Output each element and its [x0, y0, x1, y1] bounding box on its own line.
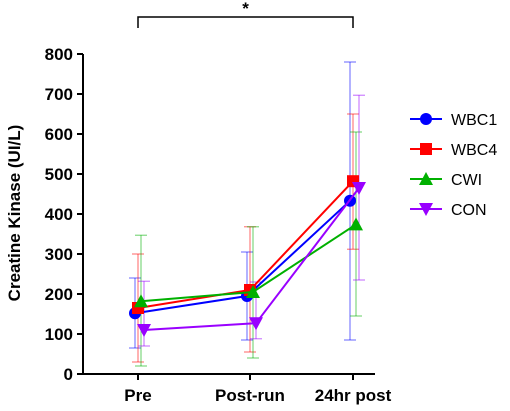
significance-label: *: [242, 0, 249, 18]
data-point: [352, 182, 366, 195]
y-tick-label: 200: [45, 285, 73, 304]
y-tick-label: 800: [45, 45, 73, 64]
legend-marker: [419, 203, 433, 216]
axes: 0 100 200 300 400 500 600 700 800 Pre Post-run 24hr…: [45, 45, 392, 405]
legend-item-cwi: CWI: [410, 172, 482, 189]
y-tick-label: 700: [45, 85, 73, 104]
data-point: [137, 324, 151, 337]
bracket-line: [137, 16, 354, 28]
legend-item-con: CON: [410, 202, 487, 219]
legend-marker: [420, 143, 432, 155]
series-wbc1-errorbars: [129, 61, 356, 349]
legend: WBC1 WBC4 CWI CON: [410, 112, 497, 219]
data-point: [246, 285, 260, 298]
x-tick-label: Pre: [124, 386, 151, 405]
data-point: [249, 317, 263, 331]
legend-label: CWI: [451, 172, 482, 189]
legend-marker: [420, 113, 432, 125]
legend-label: WBC1: [451, 112, 497, 129]
legend-label: WBC4: [451, 142, 497, 159]
x-tick-label: Post-run: [215, 386, 285, 405]
y-tick-label: 100: [45, 325, 73, 344]
legend-marker: [419, 172, 433, 185]
series-cwi-errorbars: [135, 131, 362, 367]
y-tick-label: 0: [64, 365, 73, 384]
y-tick-label: 500: [45, 165, 73, 184]
legend-item-wbc1: WBC1: [410, 112, 497, 129]
y-tick-label: 600: [45, 125, 73, 144]
data-point: [349, 217, 363, 231]
significance-bracket: *: [137, 0, 354, 28]
series-con: [137, 182, 366, 337]
y-axis-title: Creatine Kinase (UI/L): [5, 125, 24, 302]
x-tick-label: 24hr post: [315, 386, 392, 405]
series-cwi: [134, 217, 363, 308]
y-tick-label: 300: [45, 245, 73, 264]
legend-label: CON: [451, 202, 487, 219]
legend-item-wbc4: WBC4: [410, 142, 497, 159]
plot-area: [129, 61, 366, 367]
y-tick-label: 400: [45, 205, 73, 224]
data-point: [134, 294, 148, 308]
